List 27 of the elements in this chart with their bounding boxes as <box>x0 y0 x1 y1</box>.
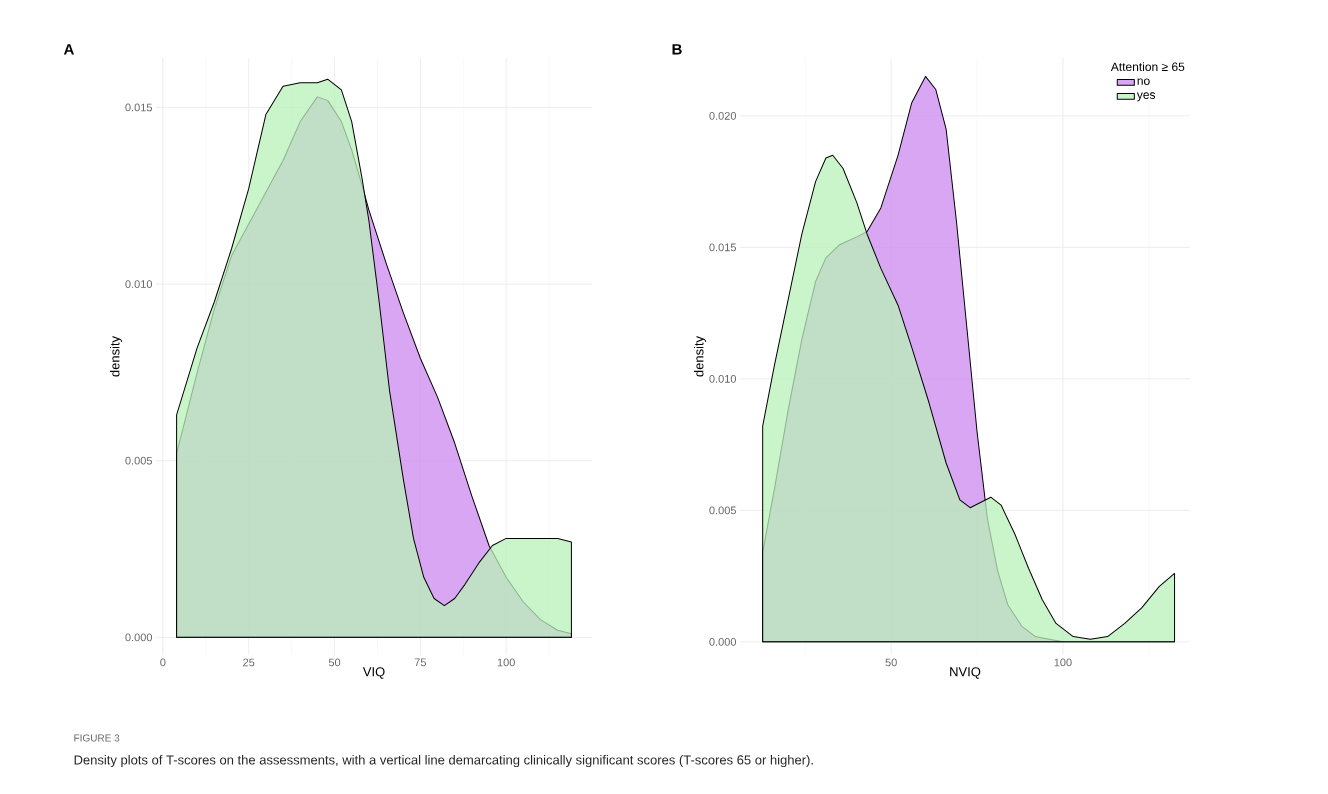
y-axis-title: density <box>693 335 707 377</box>
y-tick-label: 0.000 <box>709 637 737 646</box>
x-tick-label: 0 <box>160 658 166 667</box>
chart-title: A <box>63 44 74 55</box>
y-tick-label: 0.015 <box>125 103 152 112</box>
x-tick-label: 75 <box>414 658 426 667</box>
x-tick-label: 50 <box>885 658 897 667</box>
x-tick-label: 50 <box>328 658 341 667</box>
text: Density plots of T-scores on the assessments, with a vertical line demarcating clinically significant scores (T-scores 65 or higher). <box>74 754 813 768</box>
y-tick-label: 0.015 <box>709 243 736 252</box>
y-tick-label: 0.010 <box>125 280 153 288</box>
caption: FIGURE 3 <box>74 734 120 742</box>
y-axis-title: density <box>109 335 123 377</box>
y-tick-label: 0.000 <box>125 633 153 642</box>
x-tick-label: 100 <box>1054 658 1072 667</box>
x-tick-label: 100 <box>497 658 515 667</box>
x-tick-label: 25 <box>243 658 255 667</box>
y-tick-label: 0.005 <box>709 506 736 515</box>
x-axis-title: NVIQ <box>950 667 981 679</box>
y-tick-label: 0.020 <box>709 111 737 120</box>
legend-label: no <box>1137 78 1150 85</box>
x-axis-title: VIQ <box>362 667 385 679</box>
legend-title: Attention ≥ 65 <box>1110 62 1185 71</box>
y-tick-label: 0.005 <box>125 456 152 465</box>
chart-title: B <box>672 44 682 55</box>
y-tick-label: 0.010 <box>709 374 737 383</box>
legend-label: yes <box>1136 92 1156 102</box>
